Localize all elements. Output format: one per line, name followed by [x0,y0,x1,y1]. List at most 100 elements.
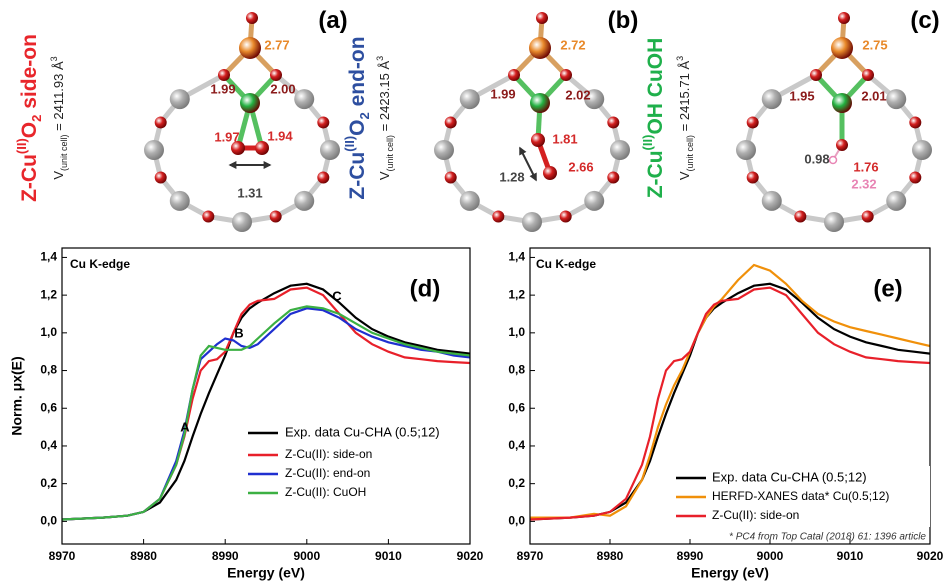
y-tick-label: 0,0 [40,514,57,528]
structure-title-part: O [346,120,369,136]
distance-label: 1.81 [552,131,577,146]
annotation: Cu K-edge [70,257,130,271]
atom [239,37,261,59]
atom [522,212,542,232]
atom [218,69,230,81]
atom [824,212,844,232]
panel-label: (e) [873,275,902,302]
atom [762,89,782,109]
atom [736,140,756,160]
cell-volume-part: = 2423.15 Å [377,61,392,135]
x-tick-label: 8970 [517,549,544,563]
atom [155,172,167,184]
cell-volume-part: V [377,171,392,180]
panel-label: (b) [608,7,639,34]
atom [886,191,906,211]
atom [294,191,314,211]
structure-title-part: O [18,122,41,138]
y-tick-label: 1,4 [508,250,525,264]
cell-volume-part: 3 [375,56,385,61]
atom [240,93,260,113]
structure-title-part: end-on [346,36,369,112]
structure-title: Z-Cu(II)O2 side-on [14,34,44,202]
atom [155,116,167,128]
panel-label: (c) [910,7,939,34]
atom [529,37,551,59]
atom [294,89,314,109]
annotation: B [234,325,243,340]
x-axis-label: Energy (eV) [691,565,769,581]
structure-title-part: 2 [29,115,44,122]
atom [232,212,252,232]
structure-title-part: 2 [357,112,372,119]
atom [170,89,190,109]
cell-volume-part: V [677,171,692,180]
distance-label: 2.72 [560,37,585,52]
cell-volume-part: 3 [675,56,685,61]
structure: Z-Cu(II)OH CuOHV(unit cell) = 2415.71 Å3… [640,7,940,232]
cell-volume-part: 3 [49,56,59,61]
panel-label: (d) [410,275,441,302]
legend-label: Exp. data Cu-CHA (0.5;12) [712,469,867,484]
y-tick-label: 1,0 [40,325,57,339]
atom [862,211,874,223]
atom [202,211,214,223]
x-tick-label: 9020 [457,549,484,563]
y-tick-label: 0,8 [508,363,525,377]
structure: Z-Cu(II)O2 side-onV(unit cell) = 2411.93… [14,7,348,232]
structure-title-part: (II) [14,138,29,154]
atom [531,133,545,147]
atom [144,140,164,160]
distance-label: 2.75 [862,37,887,52]
atom [810,69,822,81]
atom [762,191,782,211]
page: {"structures": [ {"panel": "(a)", "title… [0,0,943,582]
distance-label: 1.97 [214,129,239,144]
atom [445,172,457,184]
atom [794,211,806,223]
y-tick-label: 0,6 [508,400,525,414]
atom [610,140,630,160]
annotation: A [180,419,190,434]
distance-label: 2.77 [264,37,289,52]
distance-label: 1.99 [490,86,515,101]
x-tick-label: 9010 [375,549,402,563]
distance-label: 1.31 [237,185,262,200]
y-tick-label: 0,8 [40,363,57,377]
distance-label: 2.00 [270,81,295,96]
atom [607,172,619,184]
y-tick-label: 1,2 [40,287,57,301]
x-tick-label: 8980 [130,549,157,563]
atom [246,12,258,24]
x-axis-label: Energy (eV) [227,565,305,581]
distance-label: 0.98 [804,151,829,166]
atom [492,211,504,223]
distance-label: 1.99 [210,81,235,96]
atom [536,12,548,24]
atom [434,140,454,160]
cell-volume-part: (unit cell) [385,135,395,172]
legend: Exp. data Cu-CHA (0.5;12)Z-Cu(II): side-… [240,420,466,504]
structure-title: Z-Cu(II)O2 end-on [342,36,372,199]
atom [909,116,921,128]
distance-label: 1.95 [789,88,814,103]
distance-label: 2.66 [568,159,593,174]
legend-label: Z-Cu(II): side-on [712,508,799,522]
atom [530,93,550,113]
x-tick-label: 8980 [597,549,624,563]
atom [836,139,848,151]
figure: Z-Cu(II)O2 side-onV(unit cell) = 2411.93… [0,0,943,582]
structure-title-part: side-on [18,34,41,115]
legend-label: Exp. data Cu-CHA (0.5;12) [285,424,440,439]
atom [830,157,837,164]
atom [584,191,604,211]
y-tick-label: 0,6 [40,400,57,414]
cell-volume-part: V [51,171,66,180]
atom [862,69,874,81]
atom [838,12,850,24]
distance-label: 2.01 [861,88,886,103]
atom [747,116,759,128]
structure-title-part: Z-Cu [346,152,369,200]
